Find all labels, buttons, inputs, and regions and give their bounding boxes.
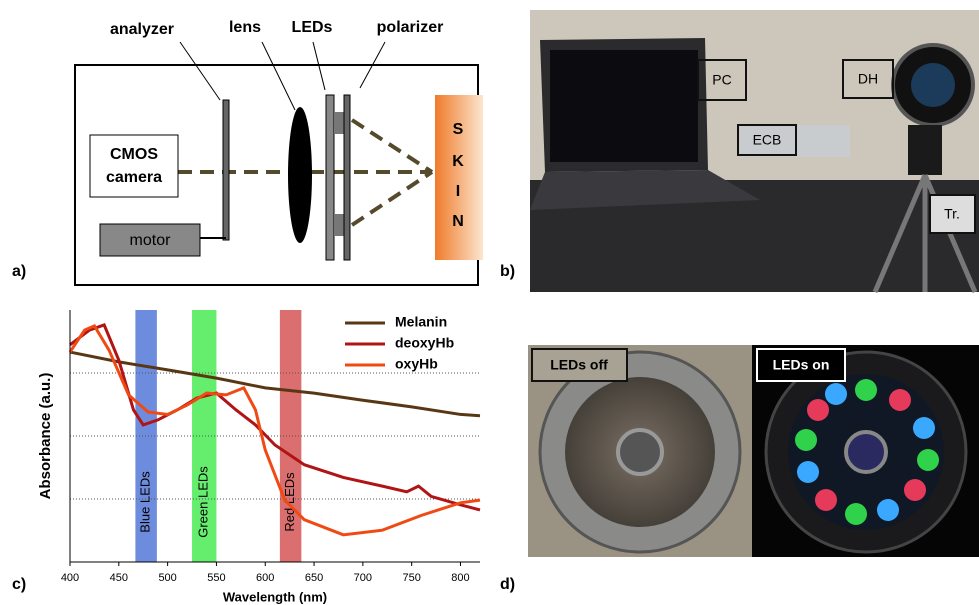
skin-letter: S xyxy=(453,121,464,138)
x-tick-label: 650 xyxy=(305,572,323,584)
callout-label: LEDs on xyxy=(773,357,830,373)
polarizer xyxy=(343,94,351,261)
label: lens xyxy=(229,19,261,36)
y-axis-label: Absorbance (a.u.) xyxy=(37,373,54,500)
panel-label: a) xyxy=(12,263,26,280)
camera-label: camera xyxy=(106,169,162,186)
callout-label: PC xyxy=(712,72,731,88)
legend-label: deoxyHb xyxy=(395,335,454,351)
band-label: Green LEDs xyxy=(196,466,211,538)
callout xyxy=(737,124,797,156)
callout xyxy=(531,348,628,382)
setup-photo: PC DH ECB Tr. xyxy=(530,10,979,293)
x-tick-label: 800 xyxy=(451,572,469,584)
series-line xyxy=(68,323,481,537)
callout-label: ECB xyxy=(753,132,782,148)
pointer xyxy=(179,41,221,101)
beam xyxy=(350,170,434,227)
led-board xyxy=(325,94,335,261)
x-tick-label: 450 xyxy=(110,572,128,584)
camera xyxy=(89,134,179,198)
keyboard xyxy=(530,170,760,210)
callout xyxy=(842,59,894,99)
band-label: Blue LEDs xyxy=(138,471,153,533)
callout xyxy=(929,194,976,234)
series-line xyxy=(69,350,481,418)
legend-label: Melanin xyxy=(395,314,447,330)
panel-label: c) xyxy=(12,576,26,593)
skin-letter: I xyxy=(456,183,460,200)
x-axis-label: Wavelength (nm) xyxy=(223,589,327,604)
x-tick-label: 600 xyxy=(256,572,274,584)
head-center xyxy=(911,63,955,107)
x-tick-label: 550 xyxy=(207,572,225,584)
skin-letter: N xyxy=(452,213,464,230)
led xyxy=(334,112,344,134)
screen xyxy=(550,50,698,162)
led xyxy=(334,214,344,236)
mount xyxy=(908,125,942,175)
callout xyxy=(756,348,846,382)
tripod-leg xyxy=(872,174,928,293)
callout-label: Tr. xyxy=(944,206,960,222)
callout-label: DH xyxy=(858,71,878,87)
x-tick-label: 500 xyxy=(158,572,176,584)
x-tick-label: 750 xyxy=(402,572,420,584)
camera-label: CMOS xyxy=(110,146,158,163)
series-line xyxy=(69,323,481,512)
led-lights xyxy=(795,379,939,525)
camera-center xyxy=(616,428,664,476)
pointer xyxy=(261,41,296,111)
label: LEDs xyxy=(292,19,333,36)
x-tick-label: 400 xyxy=(61,572,79,584)
callout xyxy=(697,59,747,101)
legend-label: oxyHb xyxy=(395,356,438,372)
skin xyxy=(435,95,483,260)
motor xyxy=(99,223,201,257)
band-label: Red LEDs xyxy=(282,472,297,532)
callout-label: LEDs off xyxy=(550,357,608,373)
panel-label: d) xyxy=(500,576,515,593)
label: analyzer xyxy=(110,21,174,38)
diagram: analyzer lens LEDs polarizer CMOS camera… xyxy=(74,19,483,286)
camera-center xyxy=(844,430,888,474)
chart: Wavelength (nm) Absorbance (a.u.) Blue L… xyxy=(37,310,481,604)
beam xyxy=(350,118,434,174)
axes xyxy=(69,310,480,563)
motor-label: motor xyxy=(130,232,172,249)
skin-letter: K xyxy=(452,153,464,170)
analyzer xyxy=(222,99,230,241)
x-tick-label: 700 xyxy=(354,572,372,584)
label: polarizer xyxy=(377,19,444,36)
lens xyxy=(288,107,312,243)
leds-photo: LEDs off LEDs on xyxy=(528,345,979,557)
panel-label: b) xyxy=(500,263,515,280)
